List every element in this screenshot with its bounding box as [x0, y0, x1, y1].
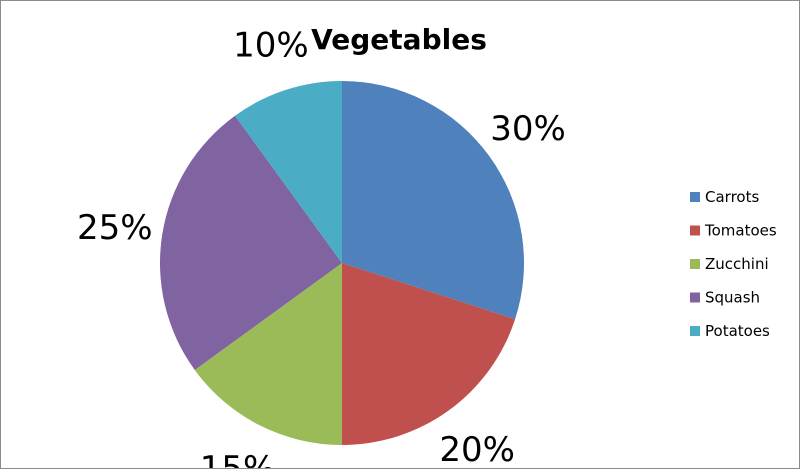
pie-slice-tomatoes: [342, 263, 516, 445]
legend-label-tomatoes: Tomatoes: [704, 222, 777, 240]
legend-label-potatoes: Potatoes: [705, 322, 770, 340]
legend-swatch-tomatoes: [690, 225, 700, 236]
percent-labels: 30% 20% 15% 25% 10%: [77, 25, 566, 468]
legend-swatch-zucchini: [690, 259, 700, 269]
legend-swatch-potatoes: [690, 326, 700, 336]
legend-label-zucchini: Zucchini: [705, 255, 769, 273]
pie-slice-carrots: [342, 81, 524, 320]
percent-label-squash: 25%: [77, 208, 153, 248]
pie-slices: [159, 81, 524, 445]
pie-slice-zucchini: [194, 263, 342, 445]
legend-swatch-carrots: [690, 192, 700, 202]
chart-title: Vegetables: [311, 23, 487, 56]
legend: Carrots Tomatoes Zucchini Squash Potatoes: [690, 188, 777, 340]
legend-label-carrots: Carrots: [705, 188, 759, 206]
percent-label-zucchini: 15%: [200, 449, 276, 468]
percent-label-potatoes: 10%: [233, 25, 309, 65]
percent-label-carrots: 30%: [490, 109, 566, 149]
legend-swatch-squash: [690, 292, 700, 303]
pie-slice-squash: [159, 115, 342, 370]
percent-label-tomatoes: 20%: [439, 430, 515, 468]
legend-label-squash: Squash: [705, 289, 760, 307]
pie-slice-potatoes: [235, 81, 342, 263]
